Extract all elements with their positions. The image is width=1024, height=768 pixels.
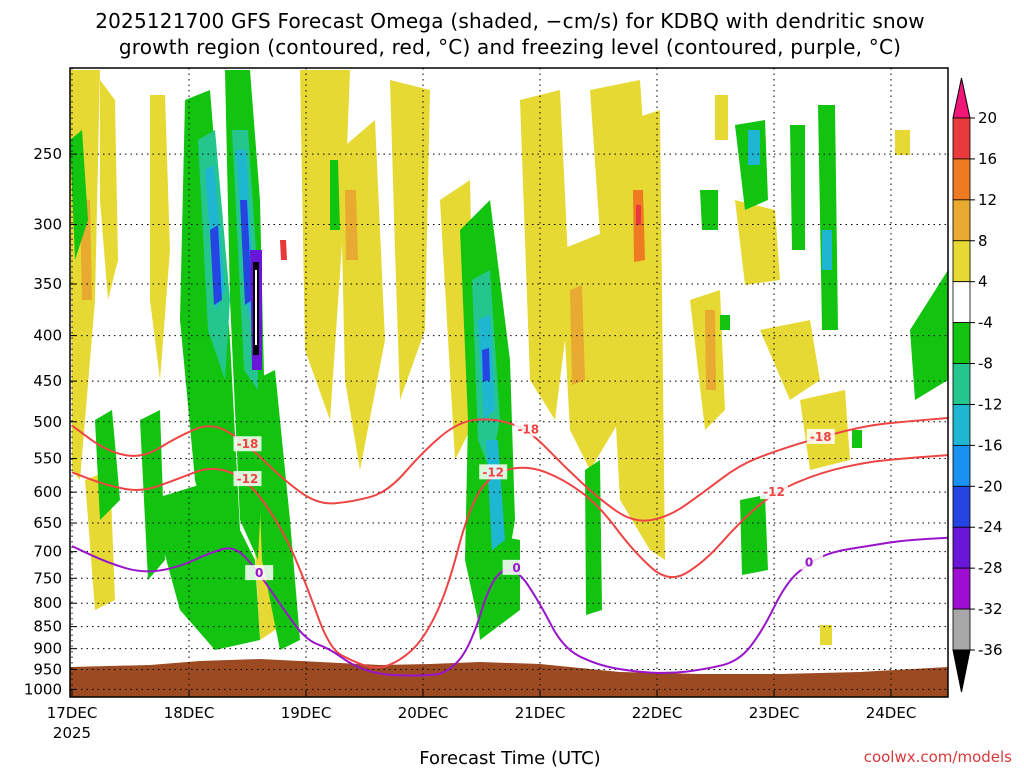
- plot-frame: [69, 67, 949, 698]
- x-tick-label: 18DEC: [164, 704, 215, 722]
- y-axis: 250 300 350 400 450 500 550 600 650 700 750 800 850 9…: [24, 145, 76, 698]
- contour-label: 0: [512, 561, 520, 575]
- colorbar-segment: [952, 281, 971, 324]
- x-tick-label: 21DEC: [515, 704, 566, 722]
- x-axis-label: Forecast Time (UTC): [419, 748, 600, 768]
- y-tick-label: 400: [33, 327, 62, 345]
- contour-label: 0: [255, 566, 263, 580]
- credit-text: coolwx.com/models: [864, 748, 1012, 766]
- colorbar-segment: [952, 608, 971, 651]
- colorbar-label: -28: [978, 559, 1003, 577]
- colorbar-label: -24: [978, 518, 1003, 536]
- colorbar-label: -16: [978, 436, 1003, 454]
- contour-label-bg: [245, 565, 274, 581]
- colorbar-label: -12: [978, 395, 1003, 413]
- colorbar-label: 12: [978, 191, 997, 209]
- contour-label: 0: [805, 556, 813, 570]
- y-tick-label: 550: [33, 450, 62, 468]
- contour-label: -12: [482, 465, 504, 479]
- x-tick-label: 24DEC: [866, 704, 917, 722]
- y-tick-label: 1000: [24, 680, 62, 698]
- y-tick-label: 700: [33, 543, 62, 561]
- y-tick-label: 300: [33, 216, 62, 234]
- y-tick-label: 800: [33, 594, 62, 612]
- colorbar-segment: [952, 526, 971, 569]
- colorbar-bottom-arrow: [952, 649, 971, 693]
- plot-area: -18 -18 -18 -12 -12 -12 0 0 0: [70, 68, 948, 697]
- colorbar-segment: [952, 567, 971, 610]
- contour-label-bg: [795, 554, 824, 570]
- x-tick-label: 20DEC: [398, 704, 449, 722]
- contour-line-0: [71, 536, 948, 677]
- colorbar-label: -8: [978, 355, 993, 373]
- x-axis: 17DEC 18DEC 19DEC 20DEC 21DEC 22DEC 23DEC 24DEC: [47, 691, 917, 722]
- colorbar-segment: [952, 404, 971, 446]
- x-tick-label: 22DEC: [632, 704, 683, 722]
- contour-label-bg: [233, 436, 262, 452]
- x-axis-year: 2025: [53, 724, 91, 742]
- x-tick-label: 23DEC: [749, 704, 800, 722]
- y-tick-label: 450: [33, 372, 62, 390]
- contour-label-bg: [233, 471, 262, 487]
- colorbar-label: -36: [978, 641, 1003, 659]
- y-tick-label: 750: [33, 569, 62, 587]
- colorbar-label: -20: [978, 477, 1003, 495]
- y-tick-label: 950: [33, 661, 62, 679]
- colorbar-segment: [952, 199, 971, 242]
- terrain: [70, 659, 948, 697]
- y-tick-label: 350: [33, 275, 62, 293]
- colorbar-label: 20: [978, 109, 997, 127]
- colorbar-segment: [952, 444, 971, 487]
- contour-label-bg: [806, 428, 835, 444]
- chart-title-line-2: growth region (contoured, red, °C) and f…: [119, 35, 901, 59]
- contour-label: -12: [763, 485, 785, 499]
- contour-label: -18: [237, 437, 259, 451]
- contour-label: -18: [517, 422, 539, 436]
- contour-label-bg: [514, 421, 543, 437]
- colorbar-segment: [952, 117, 971, 160]
- y-tick-label: 500: [33, 413, 62, 431]
- colorbar-segment: [952, 485, 971, 528]
- colorbar-label: 16: [978, 150, 997, 168]
- colorbar-label: 8: [978, 232, 988, 250]
- contour-label-bg: [760, 484, 788, 500]
- colorbar-segment: [952, 363, 971, 405]
- contour-line-minus12: [71, 454, 948, 669]
- contour-label-bg: [502, 559, 531, 575]
- colorbar: 20 16 12 8 4 -4 -8 -12 -16 -20 -24 -28 -32 -36: [952, 77, 1003, 693]
- x-tick-label: 17DEC: [47, 704, 98, 722]
- contour-label: -12: [237, 472, 259, 486]
- x-tick-label: 19DEC: [281, 704, 332, 722]
- y-tick-label: 600: [33, 483, 62, 501]
- y-tick-label: 650: [33, 514, 62, 532]
- grid: [70, 68, 948, 697]
- contours: -18 -18 -18 -12 -12 -12 0 0 0: [71, 416, 948, 677]
- y-tick-label: 850: [33, 618, 62, 636]
- y-tick-label: 250: [33, 145, 62, 163]
- contour-label-bg: [479, 464, 508, 480]
- contour-line-minus18: [71, 416, 948, 522]
- colorbar-label: -4: [978, 314, 993, 332]
- contour-label: -18: [810, 430, 832, 444]
- colorbar-segment: [952, 322, 971, 364]
- colorbar-label: -32: [978, 600, 1003, 618]
- chart-title-line-1: 2025121700 GFS Forecast Omega (shaded, −…: [95, 9, 925, 33]
- colorbar-label: 4: [978, 273, 988, 291]
- colorbar-segment: [952, 158, 971, 201]
- colorbar-segment: [952, 240, 971, 283]
- y-tick-label: 900: [33, 640, 62, 658]
